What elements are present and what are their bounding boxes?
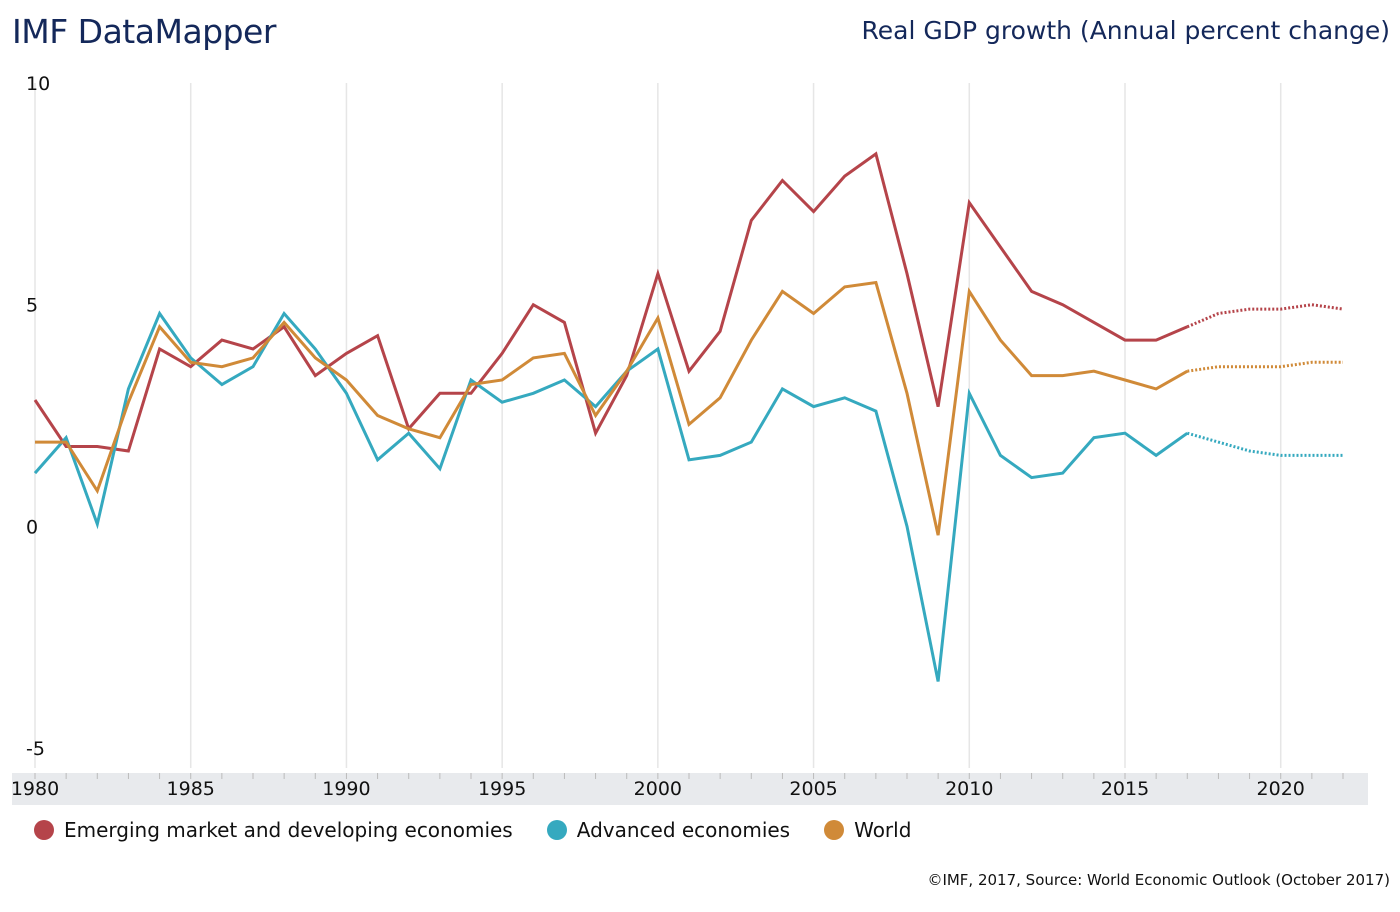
series-line-0[interactable] <box>33 151 1188 453</box>
series-lines <box>33 151 1344 682</box>
legend-item-emerging[interactable]: Emerging market and developing economies <box>34 818 513 842</box>
legend-dot-icon <box>546 820 567 840</box>
x-tick-label: 1980 <box>11 778 59 800</box>
legend-dot-icon <box>824 820 845 840</box>
legend-label: Emerging market and developing economies <box>64 818 513 842</box>
brand-logo-text: IMF DataMapper <box>12 12 276 51</box>
x-axis: 1980 1985 1990 1995 2000 2005 2010 2015 2020 <box>11 773 1344 800</box>
x-tick-label: 1990 <box>322 778 370 800</box>
y-tick-label: 0 <box>26 516 38 538</box>
y-tick-label: 10 <box>26 73 50 95</box>
y-axis: 10 5 0 -5 <box>26 73 50 760</box>
legend-item-advanced[interactable]: Advanced economies <box>546 818 791 842</box>
chart-title: Real GDP growth (Annual percent change) <box>861 16 1390 45</box>
x-tick-label: 2010 <box>945 778 993 800</box>
legend-dot-icon <box>34 820 54 840</box>
legend-label: World <box>854 818 912 842</box>
x-tick-label: 2015 <box>1101 778 1149 800</box>
x-tick-label: 1985 <box>167 778 215 800</box>
series-line-2[interactable] <box>35 280 1189 536</box>
y-tick-label: 5 <box>26 295 38 317</box>
y-tick-label: -5 <box>26 738 45 760</box>
series-projection-1[interactable] <box>1186 431 1343 457</box>
legend-label: Advanced economies <box>576 818 791 842</box>
series-line-1[interactable] <box>33 310 1189 682</box>
x-tick-label: 2000 <box>634 778 682 800</box>
series-projection-2[interactable] <box>1187 360 1343 373</box>
x-tick-label: 2020 <box>1257 778 1305 800</box>
source-note: ©IMF, 2017, Source: World Economic Outlo… <box>927 871 1390 889</box>
legend: Emerging market and developing economies… <box>34 818 911 842</box>
grid-lines <box>34 83 1282 768</box>
legend-item-world[interactable]: World <box>824 818 911 842</box>
x-tick-label: 1995 <box>478 778 526 800</box>
x-axis-band <box>12 773 1368 805</box>
x-tick-label: 2005 <box>789 778 837 800</box>
series-projection-0[interactable] <box>1186 303 1344 329</box>
